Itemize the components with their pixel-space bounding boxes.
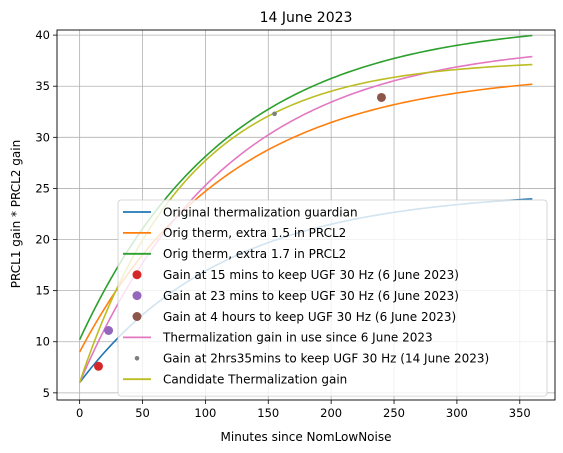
- y-tick-label: 30: [35, 130, 50, 144]
- y-tick-label: 35: [35, 79, 50, 93]
- x-tick-label: 0: [76, 406, 83, 420]
- legend-entry-gain-at-23-mins-to-keep-ugf-30-hz-6-june-2023: Gain at 23 mins to keep UGF 30 Hz (6 Jun…: [132, 289, 459, 303]
- legend-label: Thermalization gain in use since 6 June …: [162, 331, 433, 345]
- x-tick-label: 50: [135, 406, 150, 420]
- legend-entry-gain-at-15-mins-to-keep-ugf-30-hz-6-june-2023: Gain at 15 mins to keep UGF 30 Hz (6 Jun…: [132, 268, 459, 282]
- y-tick-label: 5: [43, 386, 50, 400]
- legend: Original thermalization guardian Orig the…: [117, 199, 548, 397]
- legend-swatch: [132, 270, 142, 280]
- y-tick-label: 20: [35, 233, 50, 247]
- y-axis-label: PRCL1 gain * PRCL2 gain: [9, 140, 23, 288]
- legend-label: Gain at 23 mins to keep UGF 30 Hz (6 Jun…: [163, 289, 459, 303]
- chart-title: 14 June 2023: [260, 10, 353, 26]
- axis-ticks: 0 50 100 150 200 250 300 350 5 10 15 20 25 30 35 40: [35, 28, 530, 420]
- y-tick-label: 25: [35, 181, 50, 195]
- legend-entry-candidate-thermalization-gain: Candidate Thermalization gain: [123, 373, 347, 387]
- x-axis-label: Minutes since NomLowNoise: [221, 430, 392, 444]
- legend-label: Orig therm, extra 1.5 in PRCL2: [163, 226, 346, 240]
- legend-entry-orig-therm-extra-1-7-in-prcl2: Orig therm, extra 1.7 in PRCL2: [123, 247, 346, 261]
- legend-swatch: [134, 356, 140, 361]
- x-tick-label: 150: [257, 406, 279, 420]
- point-gain-at-4-hours-to-keep-ugf-30-hz-6-june-2023: [376, 92, 386, 102]
- x-tick-label: 250: [383, 406, 405, 420]
- y-tick-label: 40: [35, 28, 50, 42]
- point-gain-at-15-mins-to-keep-ugf-30-hz-6-june-2023: [94, 361, 103, 371]
- legend-label: Gain at 2hrs35mins to keep UGF 30 Hz (14…: [163, 352, 489, 366]
- x-tick-label: 300: [446, 406, 468, 420]
- legend-entry-original-thermalization-guardian: Original thermalization guardian: [123, 205, 358, 219]
- x-tick-label: 200: [320, 406, 342, 420]
- legend-swatch: [132, 312, 142, 321]
- legend-label: Gain at 15 mins to keep UGF 30 Hz (6 Jun…: [163, 268, 459, 282]
- data-points: [94, 92, 386, 371]
- point-gain-at-23-mins-to-keep-ugf-30-hz-6-june-2023: [104, 325, 114, 335]
- legend-entry-gain-at-2hrs35mins-to-keep-ugf-30-hz-14-june-2023: Gain at 2hrs35mins to keep UGF 30 Hz (14…: [134, 352, 489, 366]
- legend-entry-gain-at-4-hours-to-keep-ugf-30-hz-6-june-2023: Gain at 4 hours to keep UGF 30 Hz (6 Jun…: [132, 310, 456, 324]
- y-tick-label: 15: [35, 284, 50, 298]
- plot-frame: [56, 29, 556, 401]
- x-tick-label: 350: [509, 406, 531, 420]
- point-gain-at-2hrs35mins-to-keep-ugf-30-hz-14-june-2023: [272, 111, 277, 117]
- y-tick-label: 10: [35, 335, 50, 349]
- legend-entry-thermalization-gain-in-use-since-6-june-2023: Thermalization gain in use since 6 June …: [123, 331, 433, 345]
- legend-swatch: [132, 291, 142, 301]
- legend-entry-orig-therm-extra-1-5-in-prcl2: Orig therm, extra 1.5 in PRCL2: [123, 226, 346, 240]
- legend-label: Original thermalization guardian: [163, 205, 358, 219]
- legend-box: [117, 199, 548, 397]
- x-tick-label: 100: [194, 406, 216, 420]
- legend-label: Candidate Thermalization gain: [163, 373, 347, 387]
- legend-label: Orig therm, extra 1.7 in PRCL2: [163, 247, 346, 261]
- legend-label: Gain at 4 hours to keep UGF 30 Hz (6 Jun…: [163, 310, 456, 324]
